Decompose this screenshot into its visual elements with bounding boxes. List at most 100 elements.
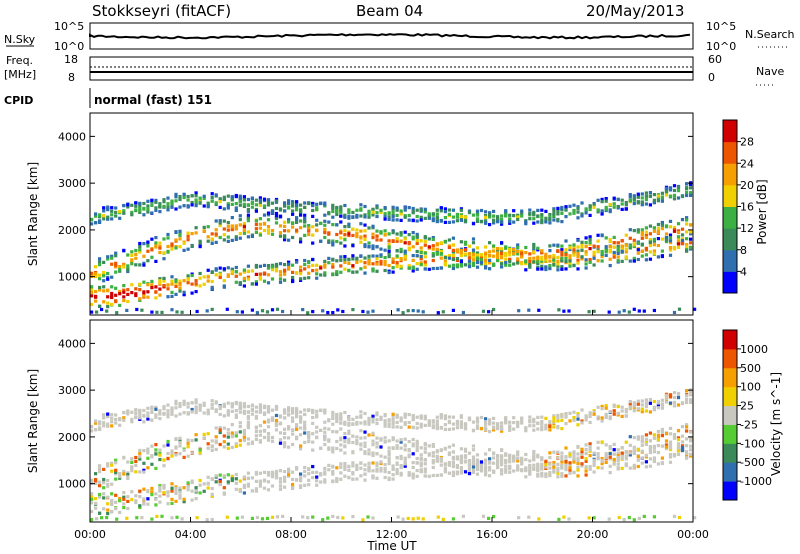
echo-cell: [492, 461, 496, 465]
echo-cell: [672, 400, 677, 404]
echo-cell: [311, 440, 315, 444]
echo-cell: [122, 204, 126, 208]
echo-cell: [158, 277, 162, 281]
echo-cell: [363, 261, 367, 265]
echo-cell: [443, 447, 447, 451]
echo-cell: [371, 431, 375, 435]
echo-cell: [516, 249, 520, 254]
echo-cell: [572, 455, 576, 459]
echo-cell: [423, 243, 427, 247]
echo-cell: [668, 432, 673, 436]
echo-cell: [214, 447, 218, 451]
echo-cell: [222, 219, 226, 223]
echo-cell: [150, 255, 154, 259]
echo-cell: [106, 257, 110, 261]
echo-cell: [98, 464, 102, 468]
echo-cell: [520, 416, 524, 420]
echo-cell: [218, 482, 222, 487]
echo-cell: [668, 194, 673, 198]
echo-cell: [154, 503, 158, 507]
echo-cell: [459, 240, 463, 244]
echo-cell: [134, 208, 138, 212]
echo-cell: [102, 285, 106, 289]
echo-cell: [508, 424, 512, 428]
echo-cell: [403, 448, 407, 452]
echo-cell: [246, 476, 250, 480]
echo-cell: [130, 498, 134, 502]
echo-cell: [608, 455, 612, 459]
echo-cell: [138, 203, 142, 207]
echo-cell: [178, 444, 182, 448]
echo-cell: [455, 455, 459, 459]
echo-cell: [467, 265, 472, 269]
echo-cell: [307, 226, 311, 230]
echo-cell: [455, 464, 459, 468]
echo-cell: [375, 413, 379, 417]
echo-cell: [512, 421, 516, 425]
echo-cell: [347, 423, 351, 427]
echo-cell: [250, 408, 254, 412]
echo-cell: [616, 448, 620, 452]
echo-cell: [146, 290, 150, 294]
echo-cell: [291, 202, 295, 206]
echo-cell: [592, 251, 596, 255]
echo-cell: [110, 461, 114, 465]
echo-cell: [552, 262, 556, 266]
echo-cell: [262, 411, 267, 415]
echo-cell: [556, 255, 560, 259]
echo-cell: [266, 420, 271, 424]
echo-cell: [327, 261, 331, 265]
echo-cell: [359, 466, 363, 470]
echo-cell: [544, 474, 548, 479]
echo-cell: [206, 235, 210, 239]
echo-cell: [532, 467, 536, 471]
echo-cell: [140, 308, 144, 312]
echo-cell: [315, 272, 319, 276]
echo-cell: [307, 478, 311, 482]
echo-cell: [560, 427, 564, 431]
echo-cell: [644, 465, 648, 469]
echo-cell: [138, 250, 142, 254]
echo-cell: [102, 496, 106, 500]
echo-cell: [484, 264, 488, 268]
echo-cell: [307, 233, 311, 237]
echo-cell: [508, 213, 512, 217]
echo-cell: [307, 201, 311, 206]
echo-cell: [114, 421, 118, 425]
echo-cell: [580, 214, 584, 218]
echo-cell: [588, 260, 592, 264]
echo-cell: [347, 439, 351, 443]
echo-cell: [303, 217, 307, 221]
echo-cell: [459, 421, 463, 426]
echo-cell: [560, 474, 564, 478]
echo-cell: [689, 444, 693, 448]
echo-cell: [166, 295, 170, 299]
echo-cell: [355, 235, 359, 239]
echo-cell: [423, 207, 427, 211]
echo-cell: [668, 440, 673, 444]
echo-cell: [407, 233, 411, 237]
echo-cell: [359, 421, 363, 425]
echo-cell: [580, 455, 584, 459]
echo-cell: [415, 448, 419, 453]
echo-cell: [359, 203, 363, 207]
echo-cell: [226, 224, 230, 228]
echo-cell: [363, 451, 367, 456]
echo-cell: [664, 445, 669, 449]
echo-cell: [222, 486, 226, 490]
echo-cell: [668, 460, 673, 464]
echo-cell: [182, 402, 186, 407]
echo-cell: [435, 249, 439, 253]
echo-cell: [492, 416, 496, 420]
echo-cell: [443, 256, 447, 260]
echo-cell: [459, 218, 463, 222]
echo-cell: [281, 514, 285, 518]
echo-cell: [218, 428, 222, 432]
echo-cell: [479, 460, 484, 464]
echo-cell: [274, 428, 279, 432]
echo-cell: [676, 238, 681, 242]
echo-cell: [218, 426, 222, 430]
echo-cell: [536, 472, 540, 476]
echo-cell: [608, 210, 612, 214]
echo-cell: [315, 425, 319, 429]
